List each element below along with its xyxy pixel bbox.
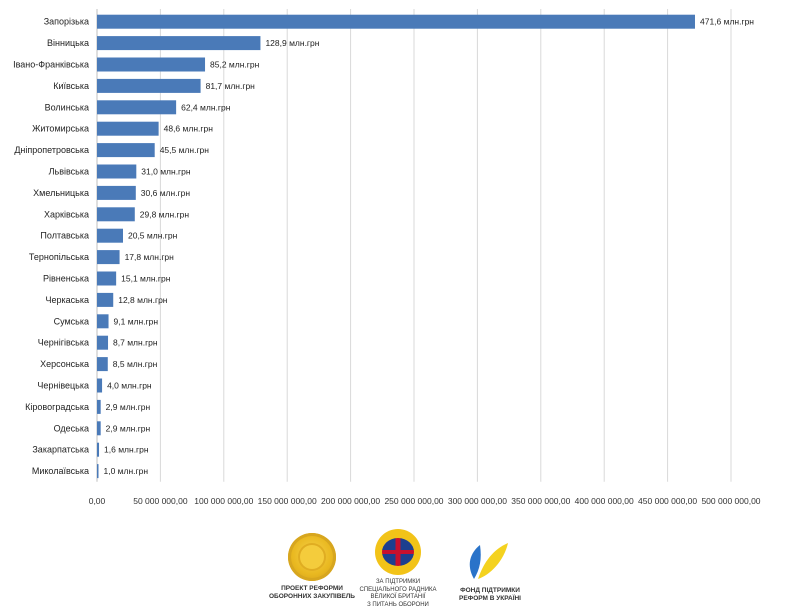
data-label: 12,8 млн.грн (118, 295, 168, 305)
logo-fund-line-2: РЕФОРМ В УКРАЇНІ (458, 595, 521, 602)
bar (97, 399, 101, 414)
data-label: 8,5 млн.грн (113, 359, 158, 369)
bar-chart: Запорізька Вінницька Івано-Франківська Київ… (13, 9, 761, 506)
category-label: Херсонська (40, 359, 89, 369)
logo-project-line-2: ОБОРОННИХ ЗАКУПІВЕЛЬ (269, 593, 355, 600)
data-labels: 471,6 млн.грн 128,9 млн.грн 85,2 млн.грн 81… (104, 17, 755, 476)
bar (97, 143, 155, 158)
bar (97, 228, 123, 243)
data-label: 471,6 млн.грн (700, 17, 754, 27)
bar (97, 421, 101, 436)
category-labels: Запорізька Вінницька Івано-Франківська Київ… (13, 17, 89, 476)
data-label: 20,5 млн.грн (128, 231, 178, 241)
bar (97, 78, 201, 93)
data-label: 4,0 млн.грн (107, 381, 152, 391)
category-label: Вінницька (47, 38, 89, 48)
bar (97, 378, 103, 393)
x-tick-label: 150 000 000,00 (258, 496, 317, 506)
category-label: Одеська (54, 423, 89, 433)
blue-yellow-leaf-icon (460, 535, 520, 583)
category-label: Харківська (44, 209, 89, 219)
bar (97, 207, 135, 222)
bar (97, 464, 99, 479)
x-tick-label: 250 000 000,00 (384, 496, 443, 506)
bar (97, 292, 114, 307)
bar (97, 14, 695, 29)
data-label: 81,7 млн.грн (206, 81, 256, 91)
logo-project: ПРОЕКТ РЕФОРМИ ОБОРОННИХ ЗАКУПІВЕЛЬ (262, 533, 362, 601)
data-label: 15,1 млн.грн (121, 274, 171, 284)
bar (97, 36, 261, 51)
category-label: Чернівецька (37, 381, 89, 391)
category-label: Хмельницька (33, 188, 89, 198)
data-label: 85,2 млн.грн (210, 60, 260, 70)
data-label: 30,6 млн.грн (141, 188, 191, 198)
x-tick-label: 100 000 000,00 (194, 496, 253, 506)
logo-support: ЗА ПІДТРИМКИ СПЕЦІАЛЬНОГО РАДНИКА ВЕЛИКО… (350, 529, 446, 609)
category-label: Івано-Франківська (13, 60, 89, 70)
logo-support-line-3: ВЕЛИКОЇ БРИТАНІЇ (370, 594, 426, 600)
x-tick-labels: 0,00 50 000 000,00 100 000 000,00 150 000 0… (89, 496, 761, 506)
data-label: 128,9 млн.грн (265, 38, 319, 48)
category-label: Львівська (49, 167, 89, 177)
data-label: 2,9 млн.грн (106, 423, 151, 433)
logo-support-line-2: СПЕЦІАЛЬНОГО РАДНИКА (359, 586, 437, 593)
data-label: 31,0 млн.грн (141, 167, 191, 177)
sponsor-logos: ПРОЕКТ РЕФОРМИ ОБОРОННИХ ЗАКУПІВЕЛЬ ЗА П… (0, 525, 806, 616)
category-label: Полтавська (40, 231, 89, 241)
category-label: Тернопільська (29, 252, 89, 262)
bars (97, 14, 695, 479)
category-label: Сумська (54, 316, 89, 326)
bar (97, 250, 120, 265)
bar (97, 442, 100, 457)
category-label: Дніпропетровська (14, 145, 89, 155)
logo-fund-line-1: ФОНД ПІДТРИМКИ (460, 587, 520, 594)
category-label: Житомирська (32, 124, 89, 134)
x-tick-label: 200 000 000,00 (321, 496, 380, 506)
category-label: Київська (53, 81, 89, 91)
category-label: Миколаївська (32, 466, 89, 476)
category-label: Кіровоградська (25, 402, 89, 412)
uk-emblem-icon (375, 529, 421, 575)
x-tick-label: 0,00 (89, 496, 106, 506)
data-label: 29,8 млн.грн (140, 209, 190, 219)
category-label: Запорізька (44, 17, 89, 27)
data-label: 17,8 млн.грн (125, 252, 175, 262)
x-tick-label: 500 000 000,00 (701, 496, 760, 506)
category-label: Закарпатська (32, 445, 89, 455)
category-label: Рівненська (43, 274, 89, 284)
logo-fund: ФОНД ПІДТРИМКИ РЕФОРМ В УКРАЇНІ (440, 535, 540, 603)
x-tick-label: 400 000 000,00 (575, 496, 634, 506)
category-label: Волинська (45, 102, 89, 112)
data-label: 45,5 млн.грн (160, 145, 210, 155)
data-label: 2,9 млн.грн (106, 402, 151, 412)
bar (97, 271, 117, 286)
data-label: 48,6 млн.грн (164, 124, 214, 134)
data-label: 1,6 млн.грн (104, 445, 149, 455)
data-label: 8,7 млн.грн (113, 338, 158, 348)
category-label: Чернігівська (38, 338, 89, 348)
bar (97, 185, 136, 200)
logo-project-line-1: ПРОЕКТ РЕФОРМИ (281, 585, 343, 592)
data-label: 1,0 млн.грн (104, 466, 149, 476)
bar (97, 121, 159, 136)
x-tick-label: 50 000 000,00 (133, 496, 188, 506)
bar (97, 57, 206, 72)
bar (97, 357, 108, 372)
logo-support-line-4: З ПИТАНЬ ОБОРОНИ (367, 601, 429, 608)
bar (97, 100, 177, 115)
gold-seal-icon (288, 533, 336, 581)
x-tick-label: 350 000 000,00 (511, 496, 570, 506)
data-label: 62,4 млн.грн (181, 102, 231, 112)
category-label: Черкаська (46, 295, 89, 305)
x-tick-label: 450 000 000,00 (638, 496, 697, 506)
bar (97, 335, 109, 350)
x-tick-label: 300 000 000,00 (448, 496, 507, 506)
bar (97, 314, 109, 329)
logo-support-line-1: ЗА ПІДТРИМКИ (375, 579, 421, 585)
data-label: 9,1 млн.грн (114, 316, 159, 326)
bar (97, 164, 137, 179)
